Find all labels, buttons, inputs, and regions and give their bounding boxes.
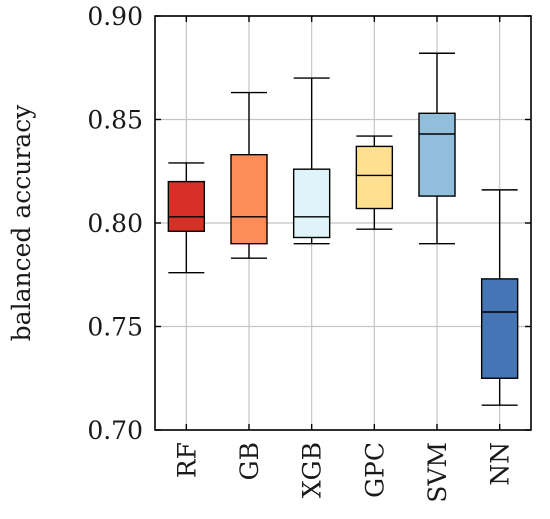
iqr-box	[167, 180, 206, 232]
grid-lines	[155, 15, 531, 431]
y-tick-label: 0.70	[87, 416, 143, 445]
box-rf	[167, 162, 206, 274]
x-tick-label-nn: NN	[486, 442, 515, 486]
y-tick-label: 0.85	[87, 106, 143, 135]
box-svm	[418, 52, 456, 245]
y-axis-ticks: 0.70 0.75 0.80 0.85 0.90	[87, 2, 531, 445]
iqr-box	[418, 112, 456, 197]
iqr-box	[230, 153, 268, 245]
x-tick-label-gpc: GPC	[360, 442, 389, 498]
y-tick-label: 0.80	[87, 209, 143, 238]
box-gpc	[355, 135, 394, 230]
x-axis-ticks: RF GB XGB GPC SVM NN	[172, 16, 515, 503]
boxes	[167, 52, 519, 406]
iqr-box	[292, 168, 331, 239]
x-tick-label-svm: SVM	[423, 442, 452, 503]
box-gb	[230, 91, 268, 259]
iqr-box	[355, 145, 394, 210]
box-xgb	[292, 77, 331, 245]
x-tick-label-rf: RF	[172, 442, 201, 478]
y-tick-label: 0.90	[87, 2, 143, 31]
y-tick-label: 0.75	[87, 313, 143, 342]
y-axis-title: balanced accuracy	[7, 104, 36, 342]
iqr-box	[480, 278, 519, 379]
x-tick-label-gb: GB	[235, 442, 264, 480]
x-tick-label-xgb: XGB	[298, 442, 327, 498]
box-nn	[480, 189, 519, 406]
